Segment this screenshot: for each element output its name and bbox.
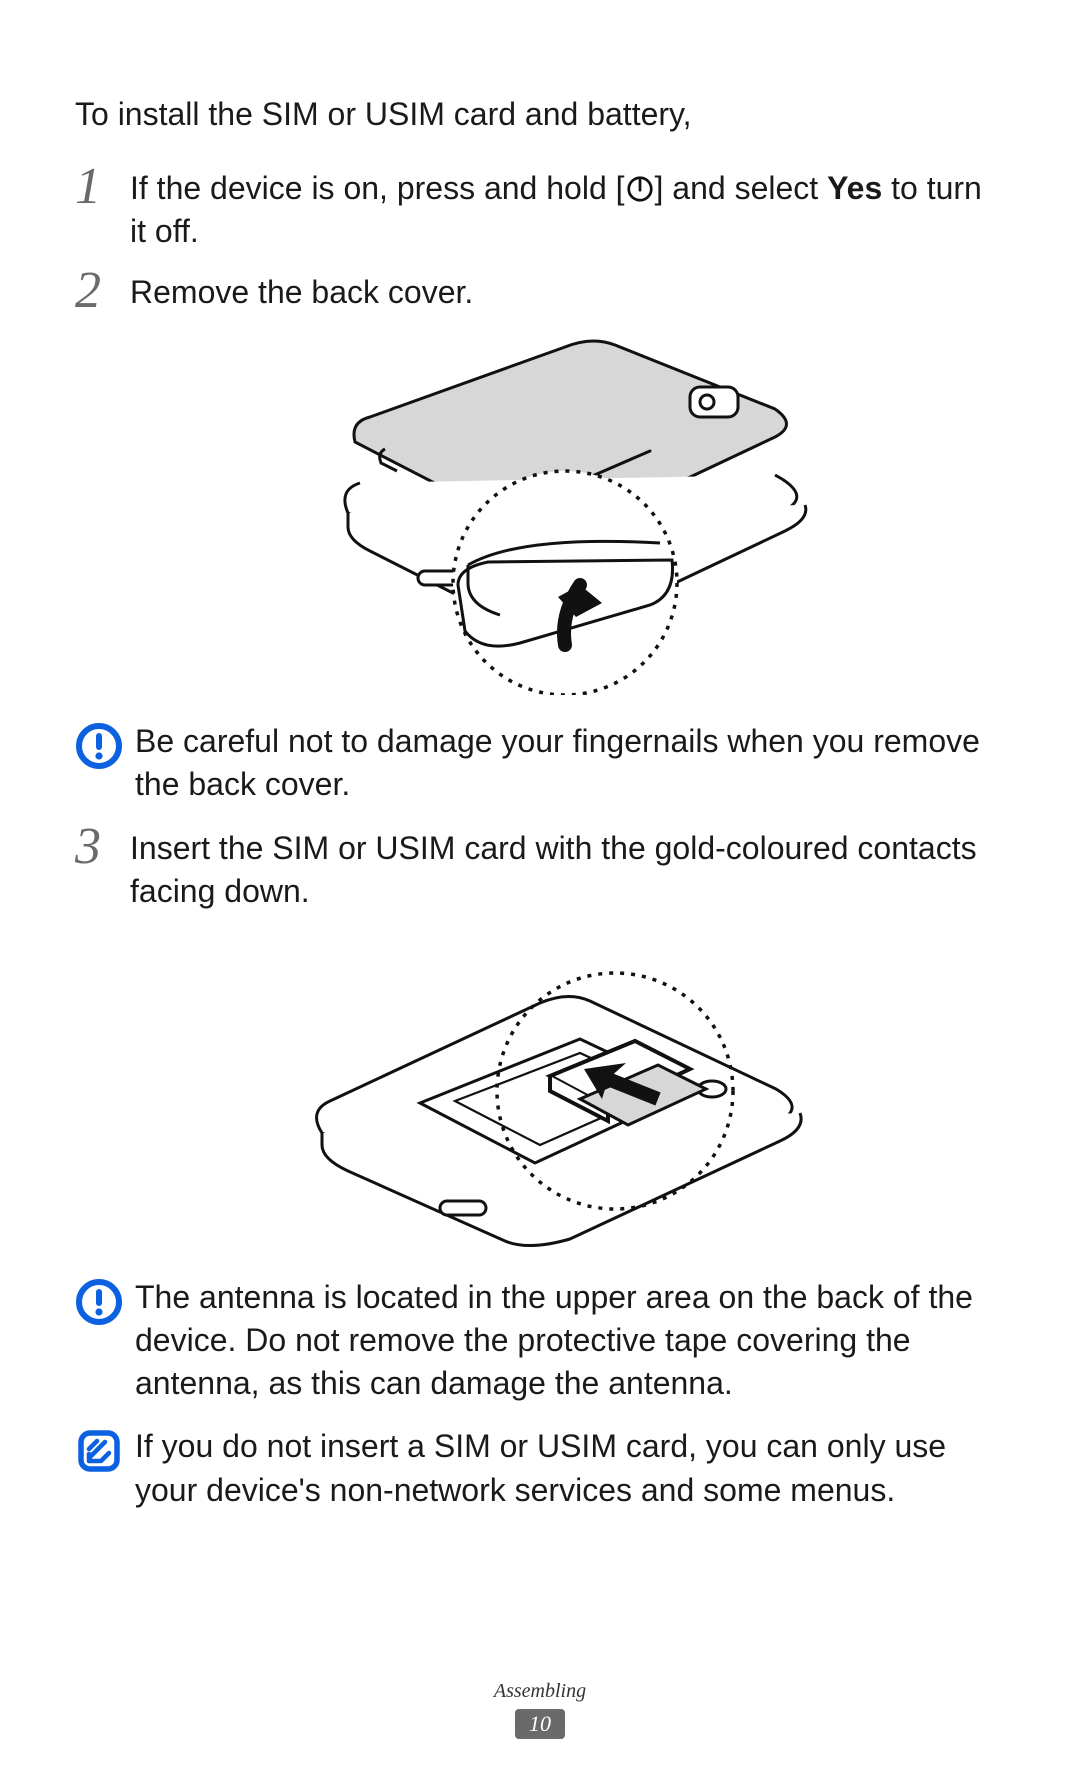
- note-icon: [75, 1425, 135, 1475]
- steps-list: 1 If the device is on, press and hold []…: [75, 167, 1005, 317]
- steps-list-continued: 3 Insert the SIM or USIM card with the g…: [75, 827, 1005, 913]
- footer-page-number: 10: [515, 1709, 565, 1739]
- callout-text: If you do not insert a SIM or USIM card,…: [135, 1425, 1005, 1511]
- step-number: 2: [75, 265, 130, 317]
- step-body: If the device is on, press and hold [ ] a…: [130, 167, 1005, 253]
- step-1: 1 If the device is on, press and hold []…: [75, 167, 1005, 253]
- step-body: Remove the back cover.: [130, 271, 1005, 314]
- step-3: 3 Insert the SIM or USIM card with the g…: [75, 827, 1005, 913]
- manual-page: To install the SIM or USIM card and batt…: [0, 0, 1080, 1771]
- exclamation-icon: [75, 720, 135, 770]
- callout-text: Be careful not to damage your fingernail…: [135, 720, 1005, 806]
- step-number: 3: [75, 821, 130, 873]
- page-footer: Assembling 10: [0, 1680, 1080, 1739]
- callout-warning-antenna: The antenna is located in the upper area…: [75, 1276, 1005, 1406]
- exclamation-icon: [75, 1276, 135, 1326]
- footer-section-label: Assembling: [0, 1680, 1080, 1703]
- step-body: Insert the SIM or USIM card with the gol…: [130, 827, 1005, 913]
- callout-warning-fingernails: Be careful not to damage your fingernail…: [75, 720, 1005, 806]
- step-text-after: ] and select: [655, 170, 828, 206]
- intro-text: To install the SIM or USIM card and batt…: [75, 92, 1005, 137]
- figure-svg: [220, 931, 860, 1251]
- figure-svg: [220, 335, 860, 695]
- callout-text: The antenna is located in the upper area…: [135, 1276, 1005, 1406]
- step-text-before: If the device is on, press and hold [: [130, 170, 625, 206]
- power-icon: [625, 174, 655, 204]
- step-number: 1: [75, 161, 130, 213]
- step-text-bold: Yes: [827, 170, 882, 206]
- callout-note-no-sim: If you do not insert a SIM or USIM card,…: [75, 1425, 1005, 1511]
- step-2: 2 Remove the back cover.: [75, 271, 1005, 317]
- figure-insert-sim: [75, 931, 1005, 1251]
- figure-remove-back-cover: [75, 335, 1005, 695]
